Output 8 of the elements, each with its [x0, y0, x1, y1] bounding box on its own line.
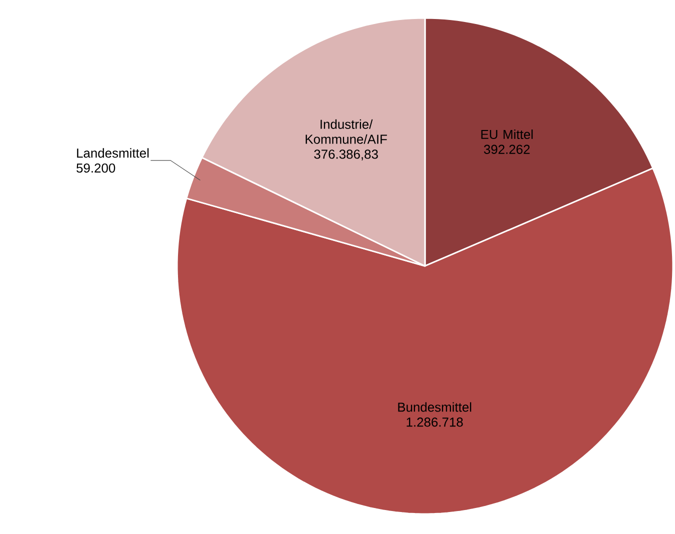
slice-label: Landesmittel [77, 148, 149, 158]
slice-label: EU Mittel [481, 130, 533, 140]
data-label: 59.200 [76, 163, 116, 173]
slice-label: Industrie/ Kommune/AIF [306, 119, 387, 144]
data-label: 392.262 [484, 144, 530, 154]
data-label: 1.286.718 [406, 418, 463, 427]
data-label: 376.386,83 [314, 150, 378, 160]
slice-label: Bundesmittel [398, 402, 472, 412]
